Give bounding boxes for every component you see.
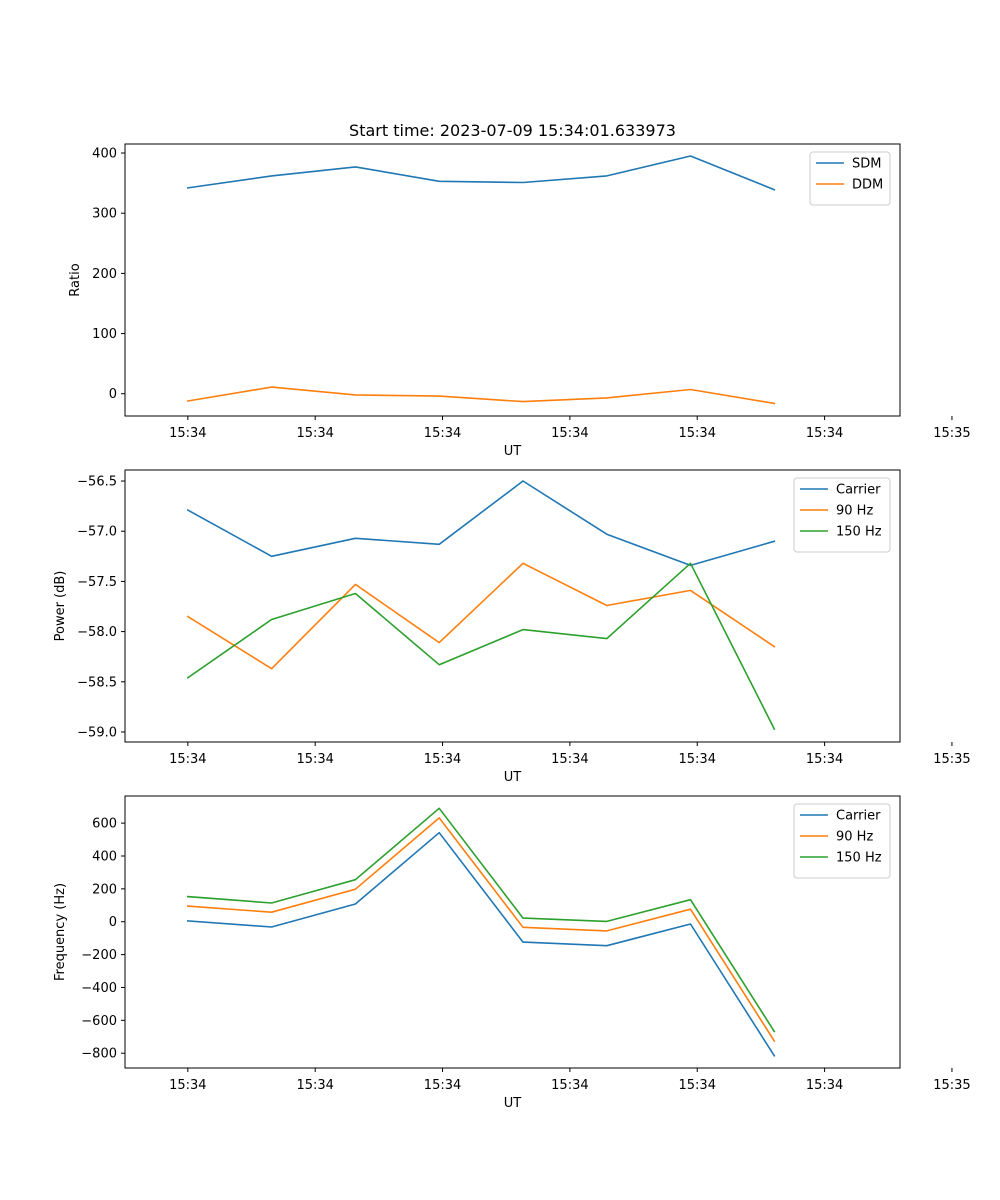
y-tick-label: 200	[92, 267, 117, 282]
chart-panel-1: 0 100 200 300 400 15:34 15:34 15:34 15:34 15:34 15…	[68, 121, 971, 459]
y-tick-label: 0	[109, 915, 117, 930]
y-tick-label: −59.0	[77, 725, 117, 740]
x-tick-label: 15:34	[679, 1078, 716, 1093]
plot-frame	[124, 795, 901, 1069]
x-tick-label: 15:34	[679, 426, 716, 441]
y-tick-label: −57.0	[77, 525, 117, 540]
series-line-ddm	[186, 386, 776, 405]
y-axis-label: Ratio	[68, 263, 83, 296]
legend-entry-label: Carrier	[836, 483, 881, 498]
x-axis-label: UT	[504, 1096, 522, 1111]
x-tick-label: 15:34	[424, 752, 461, 767]
y-tick-label: −600	[81, 1014, 117, 1029]
y-tick-label: −58.5	[77, 675, 117, 690]
x-tick-label: 15:34	[424, 1078, 461, 1093]
x-tick-label: 15:34	[424, 426, 461, 441]
plot-frame	[124, 469, 901, 743]
series-line-150-hz	[186, 562, 776, 731]
x-tick-label: 15:34	[169, 426, 206, 441]
y-tick-label: 600	[92, 817, 117, 832]
x-tick-label: 15:34	[296, 426, 333, 441]
series-line-carrier	[186, 831, 776, 1057]
series-line-sdm	[186, 155, 776, 191]
plot-frame	[124, 143, 901, 417]
x-tick-label: 15:34	[169, 752, 206, 767]
x-tick-label: 15:34	[679, 752, 716, 767]
legend: Carrier 90 Hz 150 Hz	[793, 803, 891, 879]
legend-box	[793, 477, 891, 553]
y-tick-label: −400	[81, 981, 117, 996]
legend-entry-label: 90 Hz	[836, 830, 873, 845]
legend-entry-label: SDM	[852, 157, 881, 172]
legend: SDM DDM	[809, 151, 891, 206]
y-axis-label: Power (dB)	[53, 571, 68, 642]
x-tick-label: 15:34	[551, 1078, 588, 1093]
y-tick-label: 100	[92, 327, 117, 342]
legend-entry-label: 150 Hz	[836, 525, 882, 540]
y-tick-label: 200	[92, 882, 117, 897]
x-tick-label: 15:34	[169, 1078, 206, 1093]
y-tick-label: −800	[81, 1047, 117, 1062]
x-tick-label: 15:34	[806, 752, 843, 767]
x-tick-label: 15:34	[806, 426, 843, 441]
series-line-90-hz	[186, 817, 776, 1043]
x-axis-label: UT	[504, 444, 522, 459]
y-tick-label: 400	[92, 147, 117, 162]
y-tick-label: 0	[109, 387, 117, 402]
y-tick-label: −57.5	[77, 575, 117, 590]
x-axis-label: UT	[504, 770, 522, 785]
x-tick-label: 15:34	[551, 426, 588, 441]
legend-entry-label: Carrier	[836, 809, 881, 824]
x-tick-label: 15:34	[806, 1078, 843, 1093]
x-tick-label: 15:34	[296, 1078, 333, 1093]
x-tick-label: 15:34	[296, 752, 333, 767]
y-tick-label: −58.0	[77, 625, 117, 640]
x-tick-label: 15:35	[933, 752, 970, 767]
y-tick-label: 400	[92, 849, 117, 864]
chart-title: Start time: 2023-07-09 15:34:01.633973	[349, 121, 676, 140]
chart-panel-2: −59.0 −58.5 −58.0 −57.5 −57.0 −56.5 15:34 15:34…	[53, 469, 971, 785]
chart-panel-3: −800 −600 −400 −200 0 200 400 600 15:34 15:34 15:3…	[53, 795, 971, 1111]
x-tick-label: 15:35	[933, 1078, 970, 1093]
legend: Carrier 90 Hz 150 Hz	[793, 477, 891, 553]
x-tick-label: 15:34	[551, 752, 588, 767]
series-line-carrier	[186, 480, 776, 567]
y-tick-label: −200	[81, 948, 117, 963]
x-tick-label: 15:35	[933, 426, 970, 441]
legend-entry-label: DDM	[852, 178, 883, 193]
legend-entry-label: 90 Hz	[836, 504, 873, 519]
legend-box	[793, 803, 891, 879]
y-axis-label: Frequency (Hz)	[53, 883, 68, 981]
y-tick-label: 300	[92, 207, 117, 222]
series-line-150-hz	[186, 807, 776, 1033]
legend-box	[809, 151, 891, 206]
series-line-90-hz	[186, 562, 776, 670]
legend-entry-label: 150 Hz	[836, 851, 882, 866]
y-tick-label: −56.5	[77, 475, 117, 490]
